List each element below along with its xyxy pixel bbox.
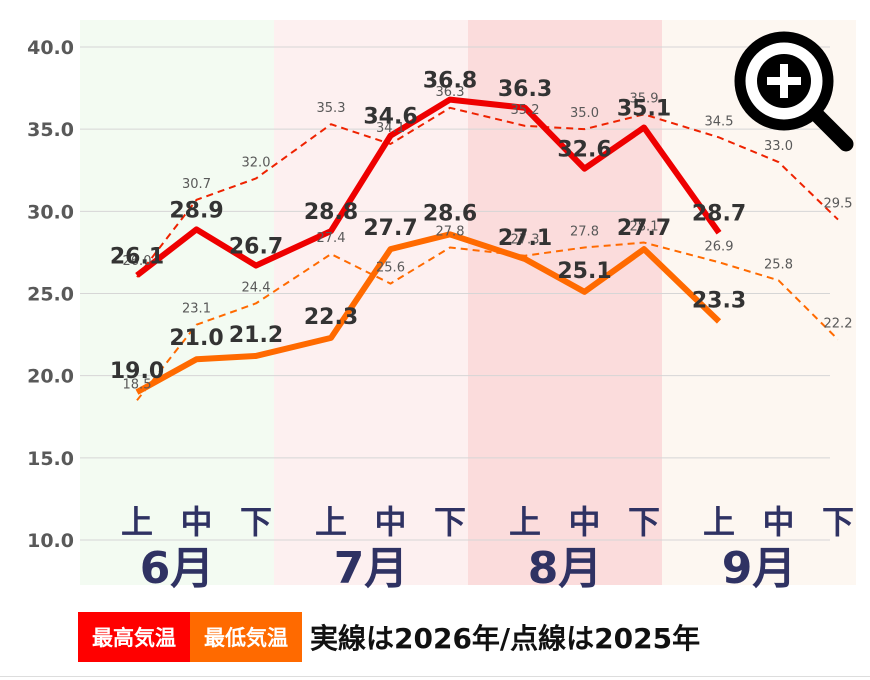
- data-label: 35.1: [617, 97, 671, 122]
- decade-label: 中: [762, 503, 794, 541]
- decade-label: 上: [315, 503, 347, 541]
- data-label: 27.3: [511, 233, 540, 248]
- y-tick-label: 20.0: [27, 366, 74, 388]
- decade-label: 中: [568, 503, 600, 541]
- y-tick-label: 25.0: [27, 284, 74, 306]
- data-label: 26.9: [705, 239, 734, 254]
- data-label: 28.8: [304, 200, 358, 225]
- data-label: 36.8: [423, 69, 477, 94]
- month-label: 8月: [528, 543, 603, 594]
- data-label: 18.5: [123, 377, 152, 392]
- data-label: 26.7: [229, 235, 283, 260]
- data-label: 25.8: [764, 257, 793, 272]
- month-band: [274, 20, 468, 585]
- data-label: 34.5: [705, 114, 734, 129]
- decade-label: 下: [434, 503, 466, 541]
- data-label: 19.0: [110, 359, 164, 384]
- decade-label: 上: [703, 503, 735, 541]
- data-label: 21.2: [229, 323, 283, 348]
- month-label: 9月: [722, 543, 797, 594]
- data-label: 27.7: [617, 216, 671, 241]
- y-tick-label: 40.0: [27, 37, 74, 59]
- decade-label: 上: [509, 503, 541, 541]
- zoom-in-icon: [734, 31, 854, 152]
- data-label: 32.6: [557, 138, 611, 163]
- line-2025-max: [136, 106, 839, 278]
- data-label: 26.1: [110, 244, 164, 269]
- decade-label: 中: [374, 503, 406, 541]
- legend-min-temp: 最低気温: [190, 612, 302, 662]
- data-label: 23.1: [182, 302, 211, 317]
- legend-max-temp: 最高気温: [78, 612, 190, 662]
- y-tick-label: 10.0: [27, 530, 74, 552]
- bottom-divider: [0, 676, 870, 677]
- data-label: 25.6: [376, 261, 405, 276]
- data-label: 29.5: [824, 197, 853, 212]
- data-label: 28.7: [692, 202, 746, 227]
- data-label: 21.0: [169, 326, 223, 351]
- data-label: 23.3: [692, 288, 746, 313]
- data-label: 27.1: [498, 226, 552, 251]
- line-2026-min: [135, 231, 722, 395]
- line-2026-max: [135, 96, 722, 278]
- data-label: 22.3: [304, 305, 358, 330]
- data-label: 34.1: [376, 121, 405, 136]
- data-label: 22.2: [824, 317, 853, 332]
- data-label: 27.4: [317, 231, 346, 246]
- data-labels: 26.030.732.035.334.136.335.2 35.035.934.5…: [110, 69, 853, 393]
- y-axis-ticks: 10.0 15.0 20.0 25.0 30.0 35.0 40.0: [27, 37, 74, 552]
- line-2025-min: [136, 241, 839, 401]
- month-band: [80, 20, 274, 585]
- data-label: 25.1: [557, 259, 611, 284]
- legend: 最高気温 最低気温 実線は2026年/点線は2025年: [78, 612, 700, 662]
- data-label: 35.3: [317, 101, 346, 116]
- data-label: 33.0: [764, 139, 793, 154]
- data-label: 30.7: [182, 177, 211, 192]
- data-label: 27.8: [436, 224, 465, 239]
- data-label: 24.4: [242, 280, 271, 295]
- data-label: 35.9: [630, 91, 659, 106]
- data-label: 36.3: [498, 77, 552, 102]
- zoom-in-button[interactable]: [728, 28, 858, 158]
- data-label: 35.2: [511, 103, 540, 118]
- series-lines: [135, 96, 839, 401]
- data-label: 35.0: [570, 106, 599, 121]
- data-label: 28.6: [423, 201, 477, 226]
- data-label: 32.0: [242, 155, 271, 170]
- data-label: 36.3: [436, 85, 465, 100]
- gridlines: [80, 46, 830, 541]
- decade-label: 上: [121, 503, 153, 541]
- y-tick-label: 15.0: [27, 448, 74, 470]
- decade-label: 下: [628, 503, 660, 541]
- month-label: 6月: [140, 543, 215, 594]
- data-label: 28.1: [630, 220, 659, 235]
- decade-label: 下: [240, 503, 272, 541]
- data-label: 27.8: [570, 224, 599, 239]
- decade-label: 下: [822, 503, 854, 541]
- data-label: 26.0: [123, 254, 152, 269]
- decade-label: 中: [180, 503, 212, 541]
- y-tick-label: 30.0: [27, 201, 74, 223]
- legend-note: 実線は2026年/点線は2025年: [310, 622, 701, 655]
- data-label: 28.9: [169, 198, 223, 223]
- data-label: 34.6: [363, 105, 417, 130]
- month-band: [468, 20, 662, 585]
- x-axis-labels: 上中下上中下上中下上中下6月 7月 8月 9月: [121, 503, 854, 594]
- y-tick-label: 35.0: [27, 119, 74, 141]
- data-label: 27.7: [363, 216, 417, 241]
- month-label: 7月: [334, 543, 409, 594]
